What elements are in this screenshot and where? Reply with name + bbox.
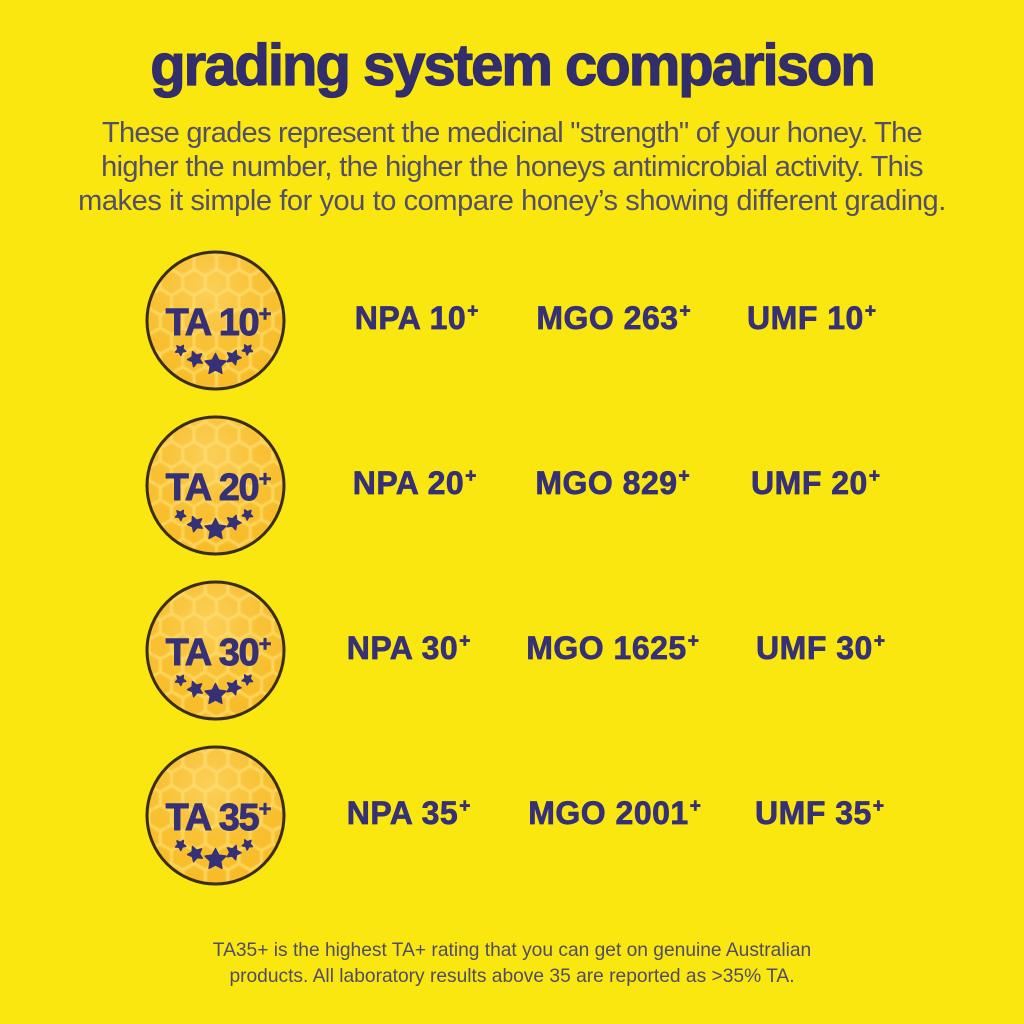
svg-text:TA 10: TA 10 <box>166 302 259 344</box>
svg-text:TA 30: TA 30 <box>166 632 259 674</box>
svg-text:+: + <box>259 631 272 656</box>
svg-text:+: + <box>259 466 272 491</box>
svg-text:TA 35: TA 35 <box>166 797 260 839</box>
svg-text:+: + <box>259 301 272 326</box>
svg-text:TA 20: TA 20 <box>166 467 259 509</box>
svg-text:+: + <box>259 796 272 821</box>
